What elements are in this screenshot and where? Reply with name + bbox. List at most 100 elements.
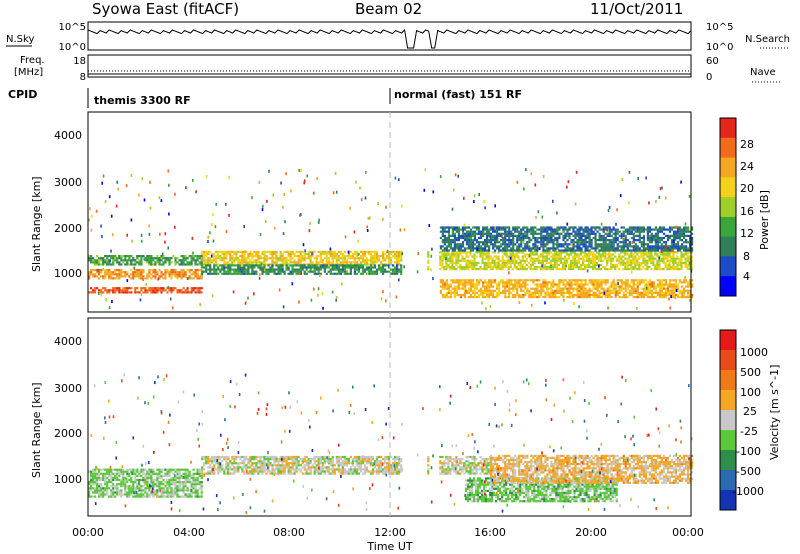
- power-cell: [170, 271, 173, 274]
- power-cell: [554, 247, 557, 250]
- power-cell: [638, 255, 641, 258]
- velocity-cell: [122, 472, 125, 475]
- power-cell: [529, 263, 532, 267]
- power-cell: [167, 246, 169, 250]
- power-cell: [140, 293, 143, 297]
- power-cell: [558, 249, 561, 252]
- power-cell: [636, 263, 639, 267]
- power-cell: [672, 259, 675, 262]
- power-cell: [530, 249, 533, 252]
- power-cell: [477, 230, 481, 233]
- power-cell: [327, 261, 330, 264]
- power-cell: [664, 266, 667, 269]
- power-cell: [646, 247, 649, 250]
- power-cell: [650, 239, 653, 242]
- power-cell: [576, 232, 579, 235]
- power-cell: [192, 289, 195, 292]
- power-cell: [465, 247, 469, 250]
- power-cell: [622, 230, 625, 233]
- power-cell: [666, 251, 669, 254]
- power-cell: [600, 255, 603, 258]
- power-cell: [396, 250, 399, 253]
- power-cell: [447, 257, 450, 260]
- power-cell: [650, 291, 653, 294]
- power-cell: [580, 285, 583, 288]
- power-cell: [616, 285, 619, 288]
- power-cell: [531, 257, 534, 260]
- power-cell: [632, 285, 635, 288]
- power-cell: [598, 259, 601, 262]
- power-cell: [628, 253, 631, 256]
- power-cell: [563, 263, 567, 267]
- power-cell: [658, 251, 661, 254]
- power-cell: [243, 252, 246, 256]
- velocity-cell: [102, 495, 105, 498]
- power-cell: [164, 240, 166, 244]
- power-cell: [479, 291, 483, 294]
- power-cell: [215, 264, 218, 267]
- power-cell: [493, 263, 496, 267]
- power-cell: [577, 257, 581, 260]
- power-cell: [231, 257, 234, 260]
- power-cell: [174, 259, 177, 262]
- power-cell: [523, 266, 526, 269]
- power-cell: [526, 247, 529, 250]
- power-cell: [471, 234, 475, 237]
- power-cell: [117, 187, 119, 191]
- power-ylabel: Slant Range [km]: [30, 176, 43, 272]
- power-cell: [610, 263, 613, 267]
- power-cell: [377, 257, 381, 260]
- power-cell: [582, 279, 585, 282]
- power-cell: [512, 241, 515, 244]
- power-cell: [479, 230, 483, 233]
- velocity-cell: [148, 487, 151, 490]
- power-cell: [217, 257, 220, 260]
- power-cell: [552, 228, 555, 231]
- velocity-cell: [114, 474, 117, 477]
- power-cell: [660, 283, 663, 286]
- power-cell: [445, 281, 448, 284]
- power-cell: [112, 277, 115, 280]
- power-cell: [271, 257, 274, 260]
- power-cell: [447, 232, 450, 235]
- velocity-cell: [140, 491, 143, 494]
- power-cell: [209, 231, 211, 235]
- power-cell: [600, 283, 603, 286]
- power-cell: [461, 249, 465, 252]
- velocity-cell: [160, 493, 163, 496]
- velocity-cell: [100, 478, 103, 482]
- power-cell: [430, 254, 433, 258]
- power-cell: [380, 255, 383, 258]
- power-cell: [126, 233, 128, 237]
- power-cell: [441, 281, 444, 284]
- power-cell: [451, 253, 454, 256]
- power-cell: [558, 243, 561, 246]
- power-cell: [510, 291, 513, 294]
- power-cell: [502, 247, 505, 250]
- power-cell: [636, 285, 639, 288]
- power-cell: [588, 263, 591, 267]
- power-cell: [166, 271, 169, 274]
- power-cell: [672, 296, 676, 299]
- power-cell: [538, 296, 541, 299]
- power-cell: [596, 281, 599, 284]
- power-cell: [600, 287, 603, 290]
- power-cell: [170, 261, 173, 264]
- power-cell: [457, 239, 460, 242]
- power-cell: [538, 289, 541, 292]
- power-cell: [194, 263, 197, 266]
- power-cell: [642, 249, 645, 252]
- power-cell: [400, 272, 403, 275]
- power-cell: [327, 263, 330, 266]
- power-cell: [273, 257, 276, 260]
- power-cell: [396, 268, 399, 271]
- velocity-cell: [114, 485, 117, 488]
- velocity-cell: [128, 485, 131, 488]
- power-cell: [207, 252, 210, 256]
- power-cell: [488, 279, 491, 282]
- power-cell: [528, 254, 531, 258]
- power-cell: [364, 196, 367, 200]
- power-cell: [164, 277, 167, 280]
- power-cell: [265, 270, 268, 273]
- power-cell: [233, 270, 236, 273]
